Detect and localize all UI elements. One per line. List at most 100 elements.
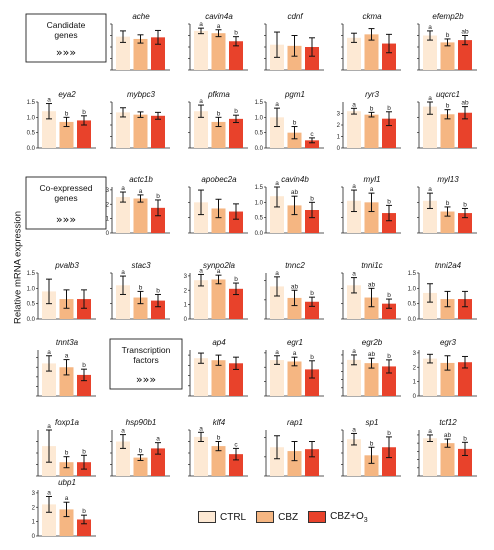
y-tick-label: 0 xyxy=(184,317,188,323)
bar-CTRL xyxy=(347,37,361,70)
bar-CBZ+O3 xyxy=(229,41,243,70)
y-tick-label: 0.0 xyxy=(27,146,36,152)
legend-swatch-cbz-o3 xyxy=(308,511,327,523)
bar-CBZ+O3 xyxy=(229,363,243,396)
bar-CBZ+O3 xyxy=(382,213,396,233)
significance-letter: b xyxy=(82,508,86,515)
bar-CBZ xyxy=(59,509,74,536)
bar-CBZ xyxy=(133,38,148,70)
panel-actc1b: actc1b 0 1 2 3 a a b xyxy=(106,175,170,237)
bar-CTRL xyxy=(116,197,130,233)
significance-letter: a xyxy=(47,97,51,104)
significance-letter: ab xyxy=(291,189,299,196)
significance-letter: b xyxy=(156,287,160,294)
bar-CTRL xyxy=(347,200,361,233)
significance-letter: b xyxy=(139,448,143,455)
y-tick-label: 1 xyxy=(32,520,36,526)
bar-CBZ+O3 xyxy=(305,449,319,476)
bar-CBZ xyxy=(59,121,74,148)
significance-letter: c xyxy=(234,441,238,448)
bar-CBZ xyxy=(287,451,302,476)
significance-letter: b xyxy=(82,362,86,369)
bar-CBZ xyxy=(364,363,379,396)
significance-letter: b xyxy=(370,105,374,112)
significance-letter: b xyxy=(310,354,314,361)
bar-CTRL xyxy=(194,358,208,396)
significance-letter: a xyxy=(352,271,356,278)
significance-letter: a xyxy=(139,188,143,195)
panel-title: pfkma xyxy=(207,90,230,99)
significance-letter: a xyxy=(199,425,203,432)
section-box-label: Co-expressed xyxy=(40,183,93,193)
bar-CTRL xyxy=(423,358,437,396)
panel-title: egr2b xyxy=(362,338,383,347)
bar-CTRL xyxy=(347,285,361,319)
panel-stac3: stac3 a b b xyxy=(110,261,170,320)
y-tick-label: 0.0 xyxy=(255,146,264,152)
y-tick-label: 1 xyxy=(106,217,110,223)
legend-label-cbz-o3: CBZ+O3 xyxy=(330,511,368,524)
bar-CBZ+O3 xyxy=(305,369,319,396)
panel-title: cavin4b xyxy=(281,175,309,184)
bar-CBZ+O3 xyxy=(458,362,472,396)
bar-CBZ+O3 xyxy=(229,288,243,319)
bar-CTRL xyxy=(347,359,361,396)
section-box-frame xyxy=(25,13,107,63)
bar-CBZ xyxy=(133,198,148,233)
panel-ryr3: ryr3 0 1 2 3 a b b xyxy=(337,90,401,152)
significance-letter: b xyxy=(156,193,160,200)
panel-title: ckma xyxy=(362,12,382,21)
y-tick-label: 2 xyxy=(32,505,36,511)
bar-CBZ+O3 xyxy=(151,300,165,319)
significance-letter: b xyxy=(234,108,238,115)
significance-letter: ab xyxy=(461,29,469,36)
panel-egr3: egr3 0 1 2 3 xyxy=(413,338,477,400)
bar-CBZ xyxy=(211,33,226,70)
panel-tnni1c: tnni1c a ab b xyxy=(341,261,401,320)
panel-cavin4b: cavin4b 0.0 0.5 1.0 1.5 a ab b xyxy=(255,175,324,237)
legend-label-ctrl: CTRL xyxy=(220,511,247,523)
bar-CBZ xyxy=(133,297,148,319)
significance-letter: a xyxy=(199,21,203,28)
panel-title: ap4 xyxy=(212,338,226,347)
y-tick-label: 0 xyxy=(413,394,417,400)
panel-ap4: ap4 xyxy=(188,338,248,397)
panel-title: cavin4a xyxy=(205,12,233,21)
y-tick-label: 0.5 xyxy=(408,302,417,308)
bar-CBZ+O3 xyxy=(382,43,396,70)
significance-letter: b xyxy=(387,430,391,437)
section-box-label: genes xyxy=(54,193,77,203)
significance-letter: b xyxy=(463,435,467,442)
significance-letter: b xyxy=(82,448,86,455)
panel-ubp1: ubp1 0 1 2 3 a a b xyxy=(32,478,96,540)
section-box-arrows: »»» xyxy=(136,373,156,386)
y-tick-label: 1 xyxy=(184,303,188,309)
bar-CBZ+O3 xyxy=(77,299,91,319)
bar-CBZ+O3 xyxy=(229,118,243,148)
significance-letter: a xyxy=(275,180,279,187)
y-tick-label: 0 xyxy=(337,146,341,152)
significance-letter: b xyxy=(234,276,238,283)
bar-CBZ+O3 xyxy=(382,118,396,148)
bar-CTRL xyxy=(116,285,130,319)
panel-title: tnnt3a xyxy=(56,338,79,347)
bar-CBZ+O3 xyxy=(382,447,396,476)
bar-CTRL xyxy=(347,111,361,148)
bar-CBZ+O3 xyxy=(458,40,472,70)
bar-CBZ xyxy=(440,299,455,319)
significance-letter: a xyxy=(370,186,374,193)
y-tick-label: 1 xyxy=(337,135,341,141)
bar-CTRL xyxy=(270,196,284,233)
bar-CTRL xyxy=(42,291,56,319)
bar-CBZ+O3 xyxy=(382,303,396,319)
bar-CTRL xyxy=(194,280,208,319)
significance-letter: a xyxy=(352,348,356,355)
panel-synpo2la: synpo2la 0 1 2 3 a a b xyxy=(184,261,248,323)
y-tick-label: 1.0 xyxy=(255,200,264,206)
panel-title: mybpc3 xyxy=(127,90,156,99)
bar-CBZ+O3 xyxy=(305,210,319,233)
bar-CBZ xyxy=(211,121,226,148)
bar-CBZ+O3 xyxy=(151,448,165,476)
y-tick-label: 0 xyxy=(106,231,110,237)
